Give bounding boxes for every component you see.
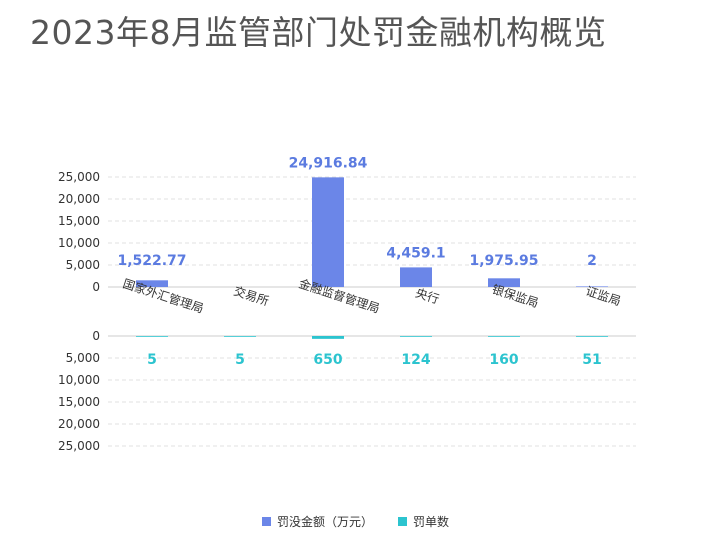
y-tick-top: 5,000 (66, 258, 100, 272)
category-labels: 国家外汇管理局 交易所 金融监督管理局 央行 银保监局 证监局 (121, 276, 622, 316)
legend-swatch (262, 517, 271, 526)
legend-swatch (398, 517, 407, 526)
legend-label: 罚单数 (413, 514, 449, 529)
legend-label: 罚没金额（万元） (277, 514, 373, 529)
y-tick-top: 25,000 (58, 170, 100, 184)
y-tick-top: 10,000 (58, 236, 100, 250)
data-label-count: 650 (313, 352, 342, 368)
data-label-amount: 2 (587, 253, 597, 269)
bars (136, 177, 608, 339)
y-tick-bottom: 5,000 (66, 351, 100, 365)
legend[interactable]: 罚没金额（万元） 罚单数 (262, 514, 449, 529)
bar-count (136, 336, 168, 337)
y-tick-bottom: 0 (92, 329, 100, 343)
grid-lines (108, 176, 636, 447)
bar-count (488, 336, 520, 337)
category-label: 证监局 (584, 284, 623, 308)
y-tick-bottom: 25,000 (58, 439, 100, 453)
y-tick-top: 0 (92, 280, 100, 294)
data-label-count: 5 (235, 352, 245, 368)
y-tick-top: 20,000 (58, 192, 100, 206)
data-label-amount: 1,975.95 (469, 253, 538, 269)
data-label-count: 5 (147, 352, 157, 368)
bar-amount (488, 278, 520, 287)
y-tick-bottom: 15,000 (58, 395, 100, 409)
bar-count (576, 336, 608, 337)
bar-amount (312, 177, 344, 287)
data-label-amount: 4,459.1 (386, 245, 445, 261)
bar-count (312, 336, 344, 339)
chart-title: 2023年8月监管部门处罚金融机构概览 (30, 13, 607, 52)
y-tick-top: 15,000 (58, 214, 100, 228)
axes: 0 5,000 10,000 15,000 20,000 25,000 0 5,000 10,0… (58, 170, 636, 453)
y-tick-bottom: 10,000 (58, 373, 100, 387)
bar-amount (136, 280, 168, 287)
data-label-amount: 1,522.77 (117, 253, 186, 269)
data-label-amount: 24,916.84 (289, 155, 368, 171)
data-label-count: 124 (401, 352, 430, 368)
y-tick-bottom: 20,000 (58, 417, 100, 431)
bar-amount (400, 267, 432, 287)
legend-item[interactable]: 罚没金额（万元） (262, 514, 373, 529)
legend-item[interactable]: 罚单数 (398, 514, 449, 529)
category-label: 央行 (414, 286, 441, 307)
data-label-count: 51 (582, 352, 601, 368)
data-labels: 1,522.77 5 5 24,916.84 650 4,459.1 124 1,975.95… (117, 155, 601, 368)
data-label-count: 160 (489, 352, 518, 368)
bar-count (400, 336, 432, 337)
bar-amount (576, 286, 608, 287)
bar-count (224, 336, 256, 337)
